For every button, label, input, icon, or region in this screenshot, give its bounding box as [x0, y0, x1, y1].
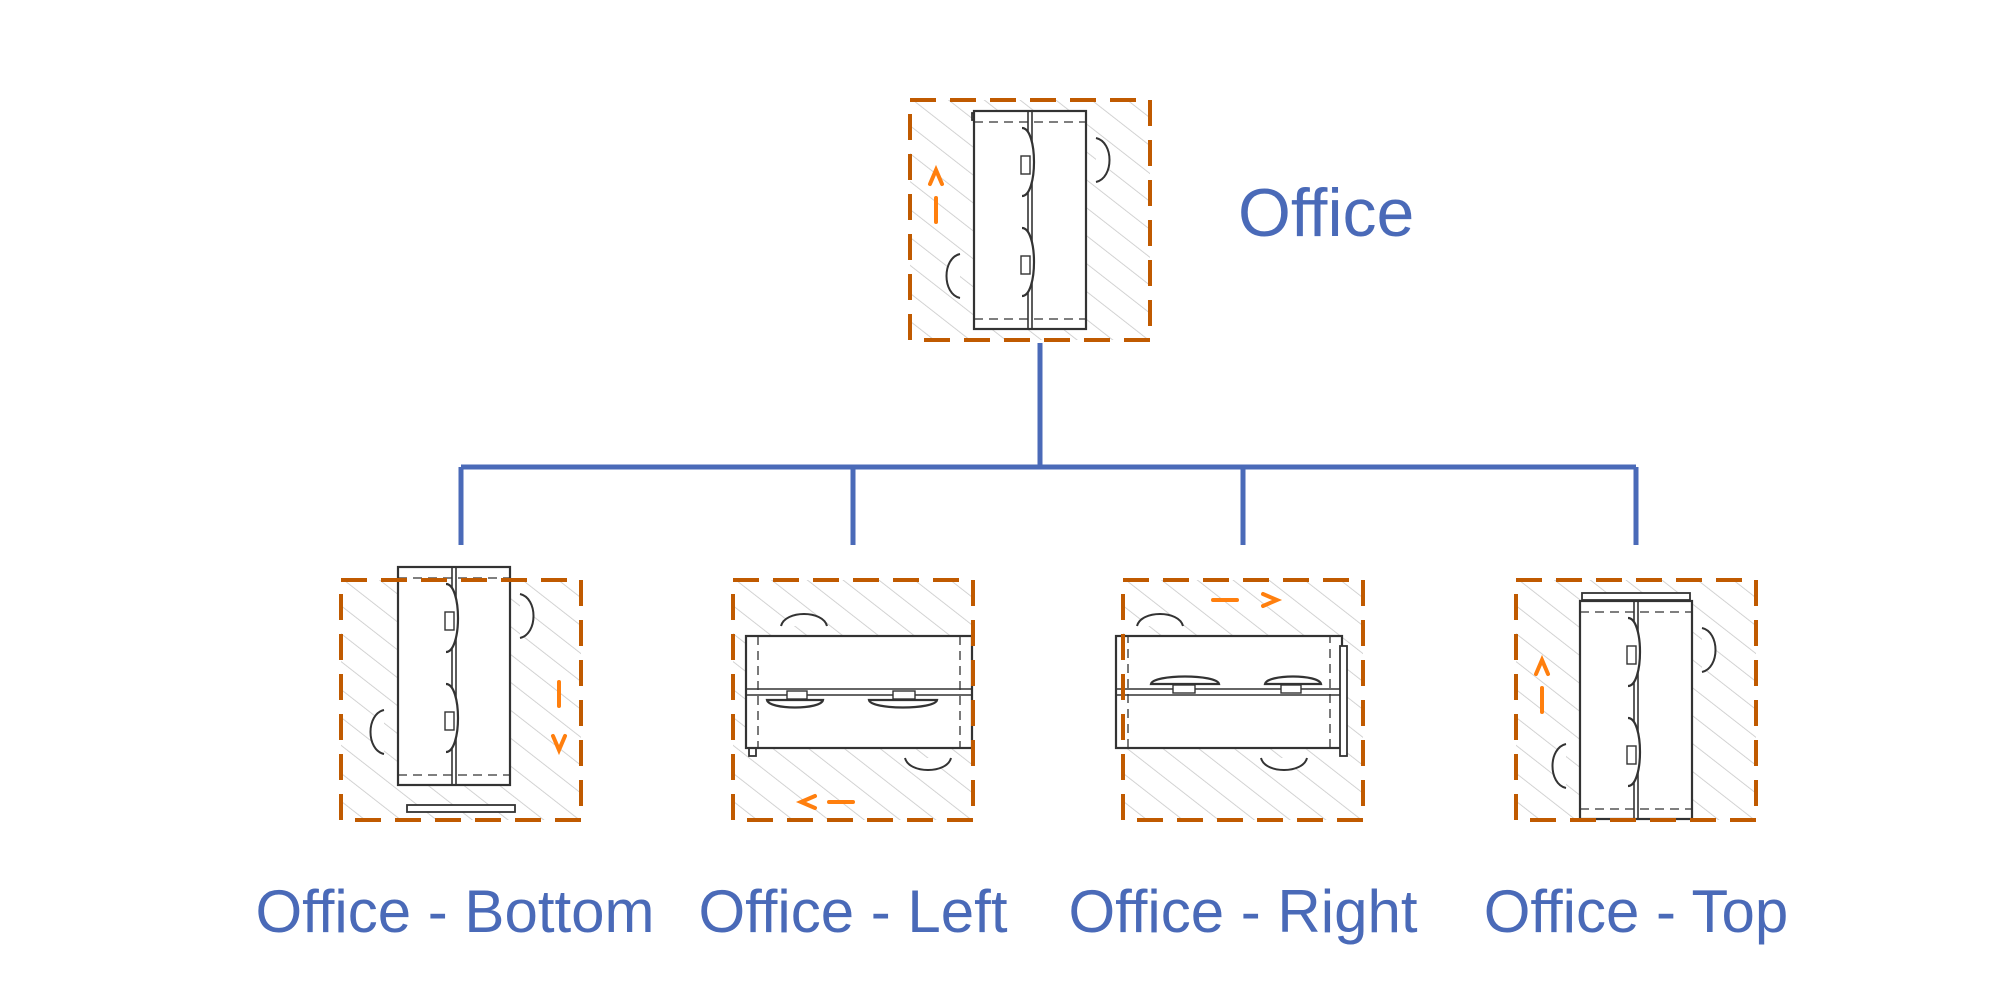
- room-office: [908, 98, 1152, 342]
- door-swing-arrow-icon: [795, 794, 855, 810]
- door-swing-arrow-icon: [1211, 592, 1283, 608]
- child-label-left: Office - Left: [698, 878, 1007, 945]
- room-office-left: [731, 578, 975, 822]
- room-office-top: [1514, 578, 1758, 822]
- door-swing-arrow-icon: [551, 680, 567, 756]
- child-label-top: Office - Top: [1484, 878, 1789, 945]
- room-office-right: [1114, 578, 1365, 822]
- door-swing-arrow-icon: [928, 164, 944, 224]
- connector-tree: [458, 343, 1639, 545]
- whiteboard: [406, 804, 516, 813]
- door-swing-arrow-icon: [1534, 654, 1550, 714]
- parent-label: Office: [1238, 175, 1414, 251]
- whiteboard: [1339, 645, 1348, 757]
- whiteboard: [1581, 592, 1691, 601]
- child-label-right: Office - Right: [1068, 878, 1417, 945]
- room-office-bottom: [339, 565, 583, 822]
- child-label-bottom: Office - Bottom: [255, 878, 654, 945]
